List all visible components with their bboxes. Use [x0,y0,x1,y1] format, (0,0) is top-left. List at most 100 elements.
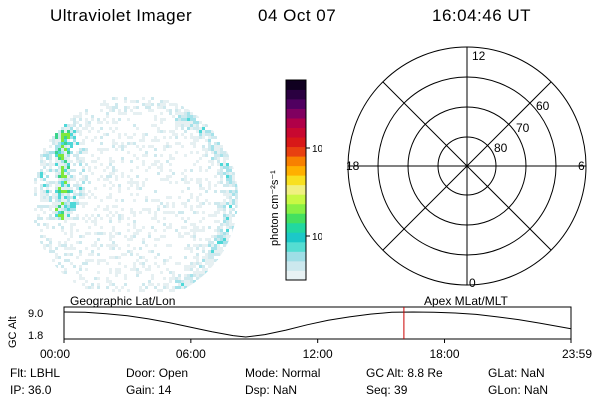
uv-pixel [187,232,190,235]
uv-pixel [130,169,133,172]
uv-pixel [112,169,115,172]
uv-pixel [85,118,88,121]
uv-pixel [43,211,46,214]
door-label: Door: [126,366,156,380]
flt-label: Flt: [10,366,27,380]
uv-pixel [142,154,145,157]
uv-pixel [115,103,118,106]
uv-pixel [70,127,73,130]
uv-pixel [190,142,193,145]
uv-pixel [55,184,58,187]
uv-pixel [187,277,190,280]
uv-pixel [196,181,199,184]
uv-pixel [193,283,196,286]
uv-pixel [223,250,226,253]
uv-pixel [73,139,76,142]
uv-pixel [142,265,145,268]
uv-pixel [184,115,187,118]
uv-pixel [208,214,211,217]
uv-pixel [142,133,145,136]
uv-pixel [70,169,73,172]
uv-pixel [178,286,181,289]
uv-pixel [121,253,124,256]
uv-pixel [55,148,58,151]
uv-pixel [100,175,103,178]
uv-pixel [163,145,166,148]
uv-pixel [229,199,232,202]
uv-pixel [208,244,211,247]
uv-pixel [34,187,37,190]
uv-pixel [187,265,190,268]
uv-pixel [43,151,46,154]
uv-pixel [52,250,55,253]
uv-pixel [118,289,121,292]
uv-pixel [133,211,136,214]
uv-pixel [79,202,82,205]
uv-pixel [133,232,136,235]
uv-pixel [100,121,103,124]
uv-pixel [49,154,52,157]
uv-pixel [172,271,175,274]
uv-pixel [196,178,199,181]
uv-pixel [61,178,64,181]
uv-pixel [70,253,73,256]
uv-pixel [220,169,223,172]
uv-pixel [166,226,169,229]
uv-pixel [142,136,145,139]
uv-pixel [211,247,214,250]
uv-pixel [112,289,115,292]
lat-label-60: 60 [536,99,550,113]
uv-pixel [229,184,232,187]
uv-pixel [157,283,160,286]
uv-pixel [148,211,151,214]
uv-pixel [70,217,73,220]
gcalt-field: GC Alt: 8.8 Re [366,366,443,380]
uv-pixel [172,277,175,280]
uv-pixel [154,154,157,157]
uv-pixel [76,130,79,133]
uv-pixel [220,223,223,226]
uv-pixel [109,187,112,190]
uv-pixel [118,262,121,265]
uv-pixel [163,277,166,280]
uv-pixel [145,106,148,109]
uv-pixel [229,223,232,226]
uv-pixel [187,181,190,184]
uv-pixel [145,196,148,199]
uv-pixel [67,187,70,190]
uv-pixel [184,277,187,280]
uv-pixel [55,154,58,157]
uv-pixel [208,271,211,274]
uv-pixel [85,232,88,235]
uv-pixel [76,199,79,202]
uv-pixel [115,199,118,202]
uv-pixel [202,202,205,205]
uv-pixel [49,205,52,208]
uv-pixel [64,160,67,163]
uv-pixel [106,121,109,124]
uv-pixel [52,259,55,262]
uv-pixel [43,205,46,208]
uv-pixel [109,163,112,166]
uv-pixel [187,217,190,220]
uv-pixel [64,163,67,166]
uv-pixel [97,277,100,280]
uv-pixel [184,247,187,250]
uv-pixel [115,286,118,289]
uv-pixel [184,136,187,139]
date-label: 04 Oct 07 [258,6,337,25]
uv-pixel [211,160,214,163]
uv-pixel [163,136,166,139]
uv-pixel [61,229,64,232]
uv-pixel [142,145,145,148]
uv-pixel [169,169,172,172]
uv-pixel [223,208,226,211]
uv-pixel [181,280,184,283]
uv-pixel [202,274,205,277]
uv-pixel [139,139,142,142]
uv-pixel [64,217,67,220]
uv-pixel [67,148,70,151]
uv-pixel [58,130,61,133]
uv-pixel [223,157,226,160]
uv-pixel [211,241,214,244]
